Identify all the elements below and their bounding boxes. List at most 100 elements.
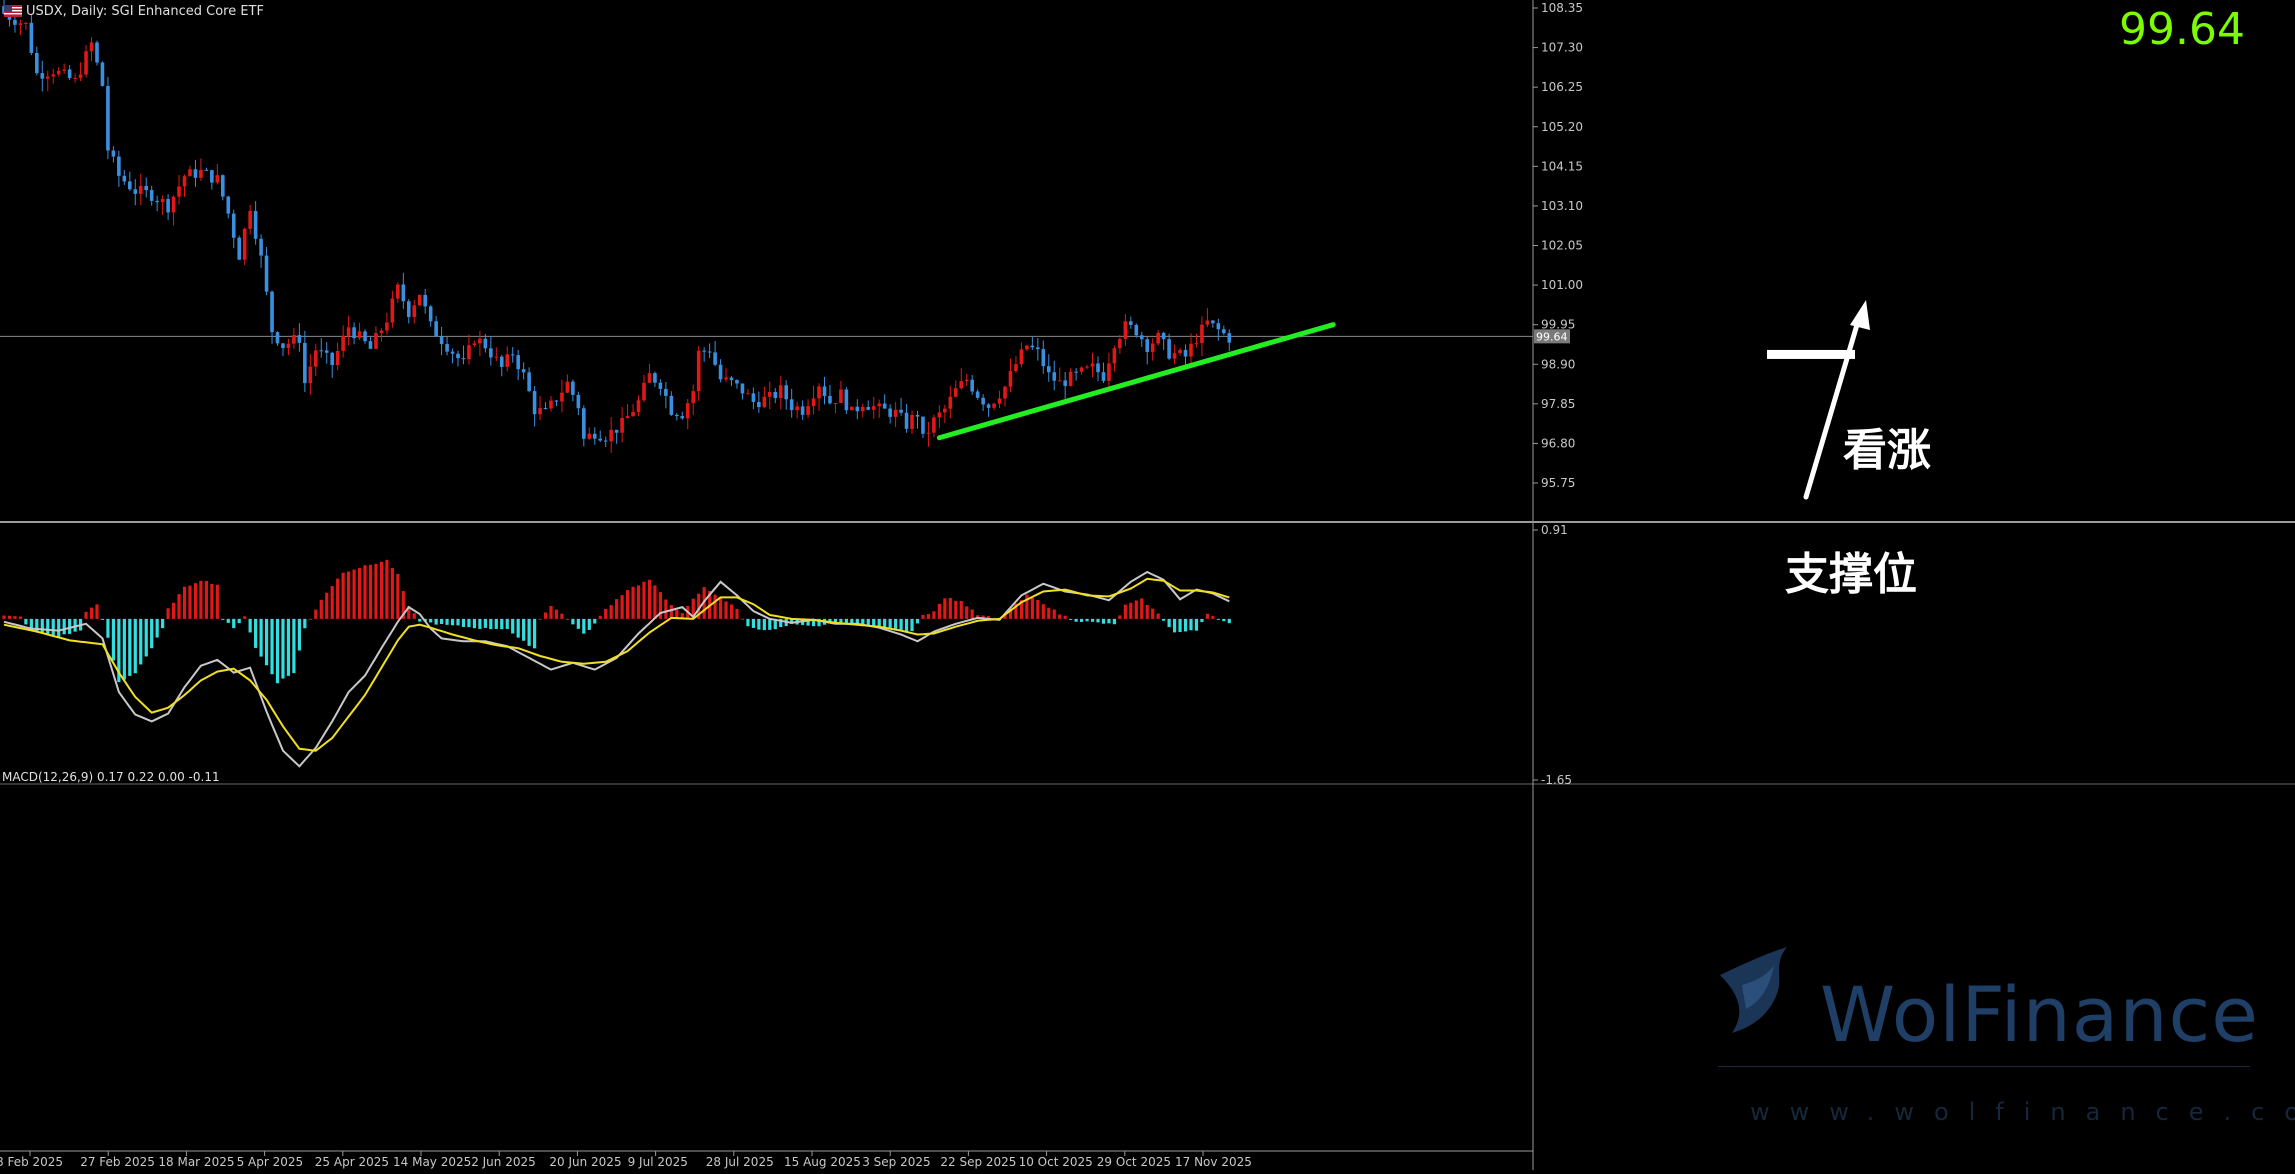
candle-down [155, 200, 159, 203]
candle-down [270, 291, 274, 333]
histogram-bar-negative [440, 618, 444, 624]
support-trendline[interactable] [936, 322, 1336, 441]
candle-down [483, 338, 488, 349]
candle-down [100, 62, 105, 86]
candle-down [915, 414, 920, 417]
histogram-bar-negative [915, 618, 920, 624]
histogram-bar-negative [839, 618, 843, 624]
support-level-marker[interactable] [1767, 349, 1855, 359]
histogram-bar-positive [926, 613, 931, 619]
candle-down [297, 335, 302, 343]
candle-down [281, 343, 285, 348]
histogram-bar-negative [1183, 618, 1188, 632]
candle-up [177, 186, 181, 197]
price-tick-label: 95.75 [1541, 476, 1575, 490]
candle-down [445, 344, 449, 352]
candle-down [1216, 323, 1221, 330]
candle-down [784, 385, 789, 400]
candle-down [1227, 333, 1232, 343]
histogram-bar-positive [620, 595, 624, 619]
histogram-bar-positive [625, 590, 630, 619]
candle-up [538, 408, 542, 415]
candle-up [860, 406, 865, 412]
candle-down [707, 351, 712, 353]
candle-down [456, 353, 460, 359]
candle-up [341, 335, 345, 351]
histogram-bar-negative [450, 618, 455, 626]
histogram-bar-positive [396, 573, 400, 619]
candle-up [833, 403, 838, 405]
bullish-arrow-shaft[interactable] [1803, 315, 1862, 500]
candle-down [713, 352, 717, 365]
candle-down [1167, 339, 1171, 359]
candle-down [95, 42, 99, 63]
candle-up [910, 414, 914, 429]
candle-down [324, 350, 329, 353]
price-tick-label: 102.05 [1541, 239, 1583, 253]
histogram-bar-negative [232, 618, 236, 629]
histogram-bar-negative [297, 618, 301, 651]
histogram-bar-positive [560, 613, 564, 619]
candle-down [614, 429, 619, 433]
candle-up [308, 366, 313, 384]
histogram-bar-negative [850, 618, 854, 624]
candle-up [1019, 349, 1024, 365]
histogram-bar-positive [182, 586, 187, 619]
candle-up [1118, 339, 1122, 349]
candle-down [221, 175, 225, 197]
histogram-bar-negative [833, 618, 838, 624]
support-label: 支撑位 [1785, 549, 1917, 600]
date-tick-label: 18 Mar 2025 [158, 1155, 234, 1169]
candle-up [893, 409, 898, 417]
candle-down [303, 342, 307, 384]
candle-down [899, 409, 903, 413]
histogram-bar-negative [445, 618, 449, 625]
histogram-bar-positive [1014, 603, 1018, 619]
histogram-bar-negative [472, 618, 477, 629]
histogram-bar-negative [1172, 618, 1177, 633]
candle-up [817, 386, 821, 399]
candle-down [828, 395, 832, 404]
histogram-bar-negative [1189, 618, 1193, 631]
histogram-bar-negative [62, 618, 66, 635]
histogram-bar-positive [718, 597, 723, 619]
histogram-bar-negative [1090, 618, 1095, 622]
histogram-bar-positive [691, 598, 695, 619]
candle-down [319, 350, 324, 352]
histogram-bar-negative [894, 618, 898, 631]
histogram-bar-negative [576, 618, 580, 629]
histogram-bar-positive [336, 578, 340, 619]
candle-down [1052, 372, 1057, 381]
candle-up [390, 298, 395, 323]
candle-up [948, 396, 953, 409]
histogram-bar-negative [100, 618, 105, 620]
histogram-bar-positive [724, 601, 728, 619]
bullish-arrow-head[interactable] [1850, 300, 1870, 330]
price-tick-label: 97.85 [1541, 397, 1575, 411]
price-tag: 99.64 [1536, 330, 1568, 343]
histogram-bar-positive [1145, 605, 1149, 619]
histogram-bar-negative [24, 618, 28, 625]
candle-down [532, 391, 537, 415]
histogram-bar-positive [740, 618, 745, 620]
histogram-bar-positive [199, 580, 203, 619]
histogram-bar-positive [538, 618, 542, 620]
candle-down [740, 383, 745, 394]
histogram-bar-positive [987, 616, 991, 619]
histogram-bar-negative [1101, 618, 1106, 624]
histogram-bar-negative [221, 618, 225, 620]
candle-up [806, 406, 810, 415]
candle-down [921, 416, 925, 434]
candle-down [975, 391, 980, 398]
price-tick-label: 108.35 [1541, 1, 1583, 15]
histogram-bar-positive [368, 564, 373, 619]
histogram-bar-positive [948, 597, 952, 619]
histogram-bar-positive [565, 618, 570, 620]
candle-up [1057, 380, 1062, 382]
candle-up [313, 350, 318, 367]
date-tick-label: 17 Nov 2025 [1175, 1155, 1252, 1169]
candle-up [1085, 366, 1089, 368]
histogram-bar-positive [13, 616, 17, 619]
